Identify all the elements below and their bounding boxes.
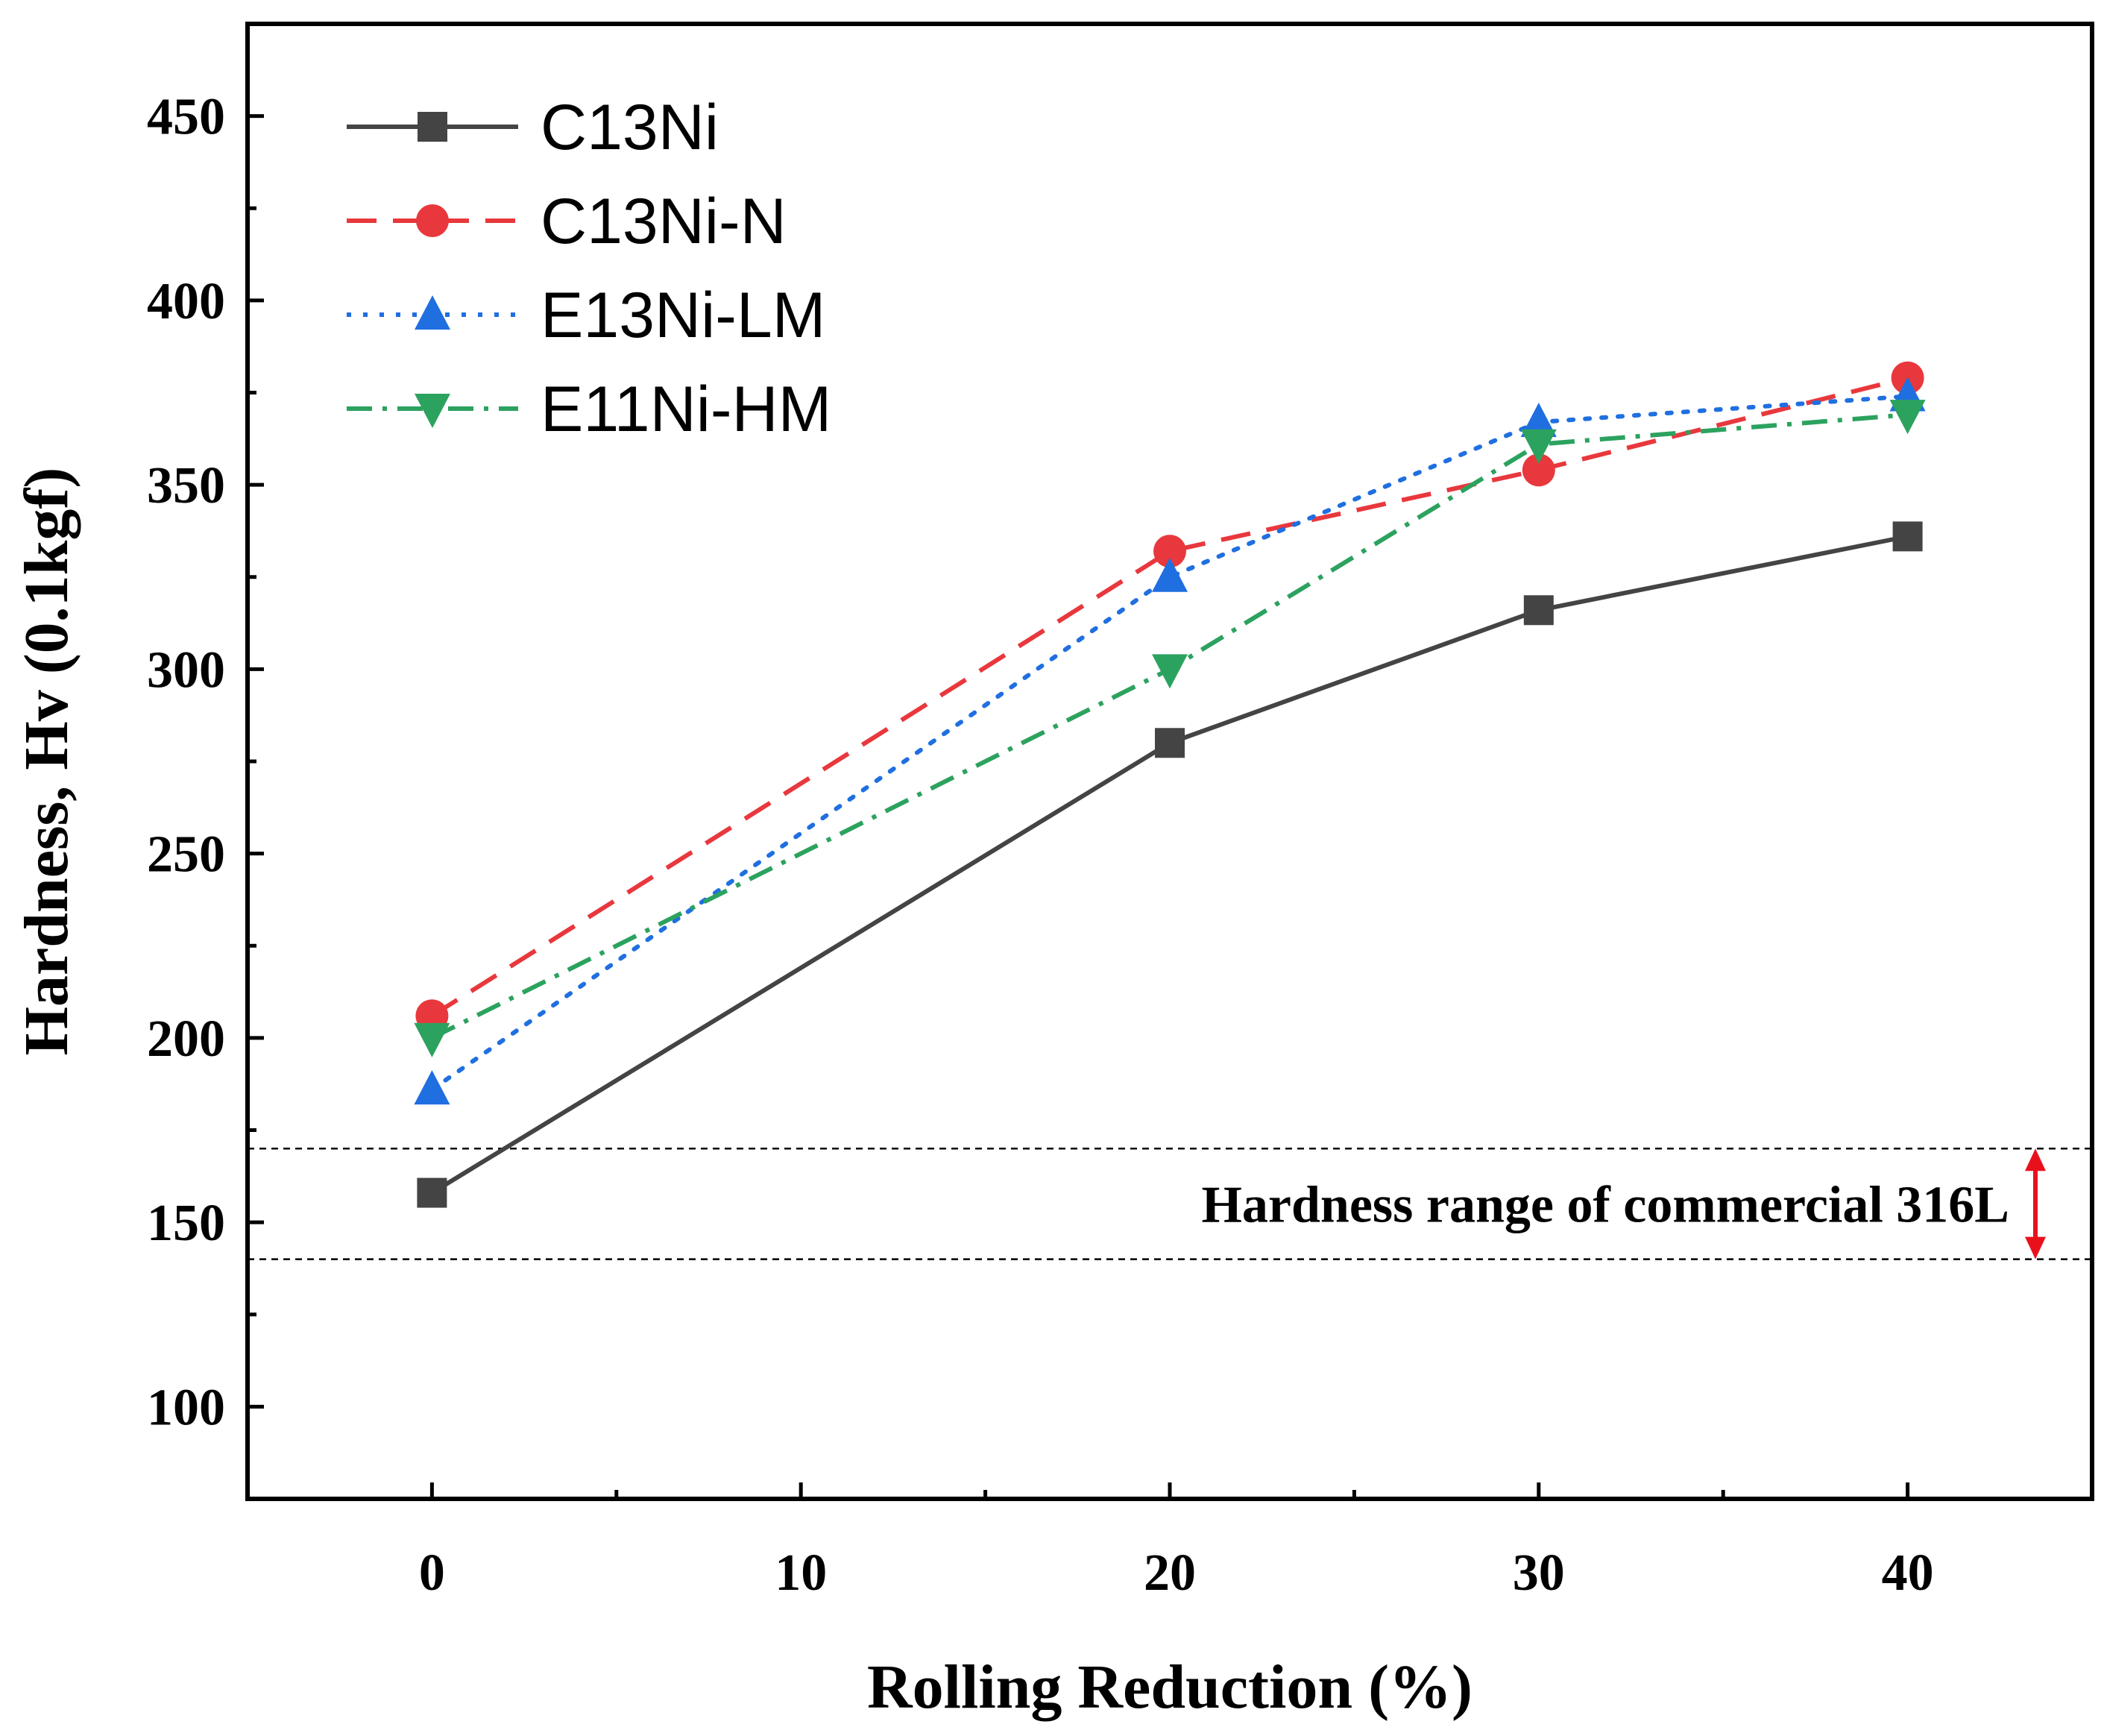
legend-label-c13ni: C13Ni <box>541 92 719 163</box>
x-tick-label: 10 <box>775 1544 827 1602</box>
y-tick-label: 300 <box>147 641 225 699</box>
data-point-c13ni <box>1523 595 1554 626</box>
y-tick-label: 350 <box>147 457 225 515</box>
legend-label-c13ni-n: C13Ni-N <box>541 186 787 257</box>
x-axis-ticks: 0 10 20 30 40 <box>419 1482 1934 1602</box>
data-point-c13ni <box>417 1177 447 1208</box>
x-tick-label: 0 <box>419 1544 445 1602</box>
range-arrow-head-up <box>2025 1148 2046 1172</box>
data-point-c13ni <box>1892 521 1923 552</box>
legend-marker-c13ni <box>418 112 447 142</box>
x-tick-label: 20 <box>1144 1544 1196 1602</box>
series-markers <box>414 361 1926 1208</box>
y-tick-label: 150 <box>147 1195 225 1252</box>
series-lines <box>429 375 1910 1195</box>
y-axis-ticks: 100 150 200 250 300 350 400 450 <box>147 22 264 1436</box>
plot-frame <box>245 22 2094 1501</box>
data-point-c13ni-n <box>1153 535 1186 568</box>
range-arrow-head-down <box>2025 1236 2046 1259</box>
data-point-c13ni-n <box>1522 453 1555 487</box>
data-point-e13ni-lm <box>1520 403 1557 438</box>
annotation-text: Hardness range of commercial 316L <box>1201 1176 2009 1233</box>
y-tick-label: 450 <box>147 89 225 146</box>
reference-lines <box>248 1147 2092 1260</box>
data-point-e11ni-hm <box>1889 400 1926 435</box>
x-axis-title: Rolling Reduction (%) <box>867 1652 1473 1722</box>
y-tick-label: 100 <box>147 1379 225 1436</box>
series-line-c13ni-n <box>430 375 1909 1018</box>
data-point-e11ni-hm <box>1520 429 1557 464</box>
data-point-e13ni-lm <box>1152 557 1188 592</box>
data-point-c13ni <box>1155 728 1185 758</box>
data-point-e13ni-lm <box>414 1070 450 1105</box>
legend-label-e11ni-hm: E11Ni-HM <box>541 374 831 445</box>
data-point-e11ni-hm <box>414 1022 450 1057</box>
legend-marker-e13ni-lm <box>415 295 450 330</box>
legend-label-e13ni-lm: E13Ni-LM <box>541 280 825 351</box>
legend-marker-c13ni-n <box>416 204 449 237</box>
legend: C13Ni C13Ni-N E13Ni-LM E11Ni-HM <box>347 92 831 445</box>
y-tick-label: 250 <box>147 826 225 884</box>
series-line-e13ni-lm <box>429 394 1910 1092</box>
x-tick-label: 40 <box>1882 1544 1934 1602</box>
y-axis-title: Hardness, Hv (0.1kgf) <box>12 468 81 1056</box>
data-point-e11ni-hm <box>1152 654 1188 689</box>
series-line-e11ni-hm <box>431 412 1908 1040</box>
x-tick-label: 30 <box>1513 1544 1565 1602</box>
y-tick-label: 200 <box>147 1010 225 1068</box>
series-line-c13ni <box>430 534 1909 1195</box>
y-tick-label: 400 <box>147 273 225 330</box>
annotation-316l-range: Hardness range of commercial 316L <box>1201 1148 2046 1259</box>
legend-marker-e11ni-hm <box>415 394 450 428</box>
